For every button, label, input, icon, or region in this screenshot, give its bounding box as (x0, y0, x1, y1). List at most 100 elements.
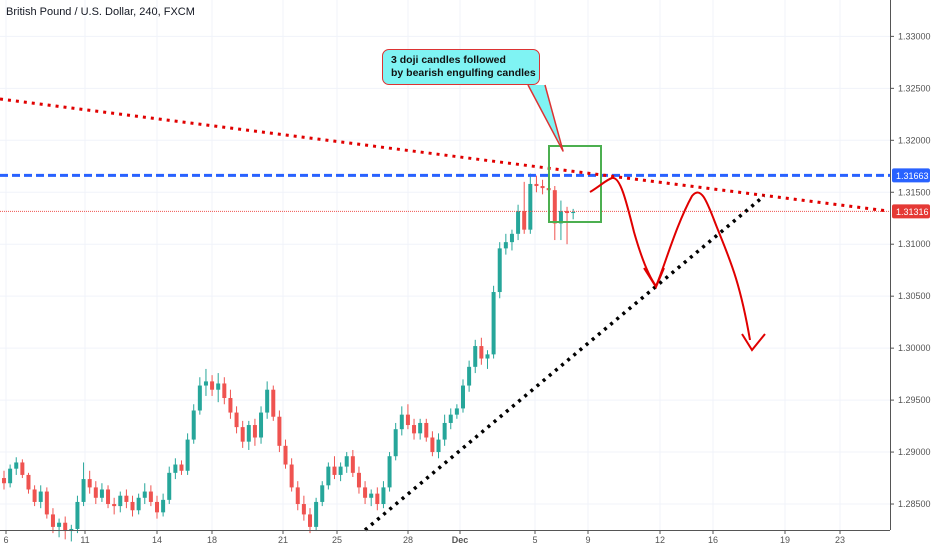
price-tick-label: 1.32000 (898, 135, 931, 145)
candle-body (38, 491, 43, 502)
candle-body (252, 425, 257, 438)
candle-body (479, 346, 484, 359)
candle-body (534, 183, 539, 187)
annotation-line-2: by bearish engulfing candles (391, 67, 536, 79)
candle (308, 508, 312, 534)
candle (381, 481, 386, 509)
candle (479, 337, 484, 365)
candle-body (93, 487, 98, 498)
candle (522, 181, 527, 234)
candle (540, 179, 545, 195)
candle (301, 495, 306, 521)
candle (534, 175, 539, 193)
candle-body (381, 487, 386, 505)
candle-body (50, 514, 55, 527)
candle-body (461, 385, 465, 409)
candle (326, 462, 331, 490)
candle (491, 285, 496, 359)
candle (418, 418, 423, 440)
candle-body (393, 429, 398, 457)
price-tick-label: 1.29500 (898, 395, 931, 405)
price-axis[interactable]: 1.28500 1.29000 1.29500 1.30000 1.30500 1.310… (890, 0, 932, 550)
candle-body (552, 190, 557, 224)
candle (155, 495, 159, 519)
candle (344, 452, 349, 473)
candle-body (222, 383, 227, 399)
time-tick-label: 5 (532, 535, 537, 545)
candle (467, 360, 472, 392)
candle-body (265, 389, 270, 413)
candle-body (136, 497, 141, 511)
candle-body (124, 495, 129, 502)
candle (118, 491, 123, 513)
candle-body (173, 464, 178, 473)
candle (558, 200, 563, 241)
time-tick-label: 25 (332, 535, 342, 545)
candle (222, 377, 227, 405)
candle (412, 418, 417, 440)
candle-body (356, 472, 361, 488)
chart-title: British Pound / U.S. Dollar, 240, FXCM (6, 6, 195, 18)
candle (191, 404, 196, 444)
time-tick-label: 6 (3, 535, 8, 545)
time-tick-label: 11 (80, 535, 89, 545)
candle (246, 420, 251, 450)
down-trendline (0, 97, 889, 213)
price-tick-label: 1.28500 (898, 499, 931, 509)
candle-body (32, 489, 37, 502)
candle-body (418, 422, 423, 434)
candle-body (283, 445, 288, 465)
candle-body (503, 242, 508, 249)
candle (503, 233, 508, 255)
candle-body (540, 186, 545, 189)
candle (14, 457, 19, 475)
candle (461, 379, 465, 413)
candle (240, 420, 245, 448)
candle-body (448, 414, 453, 423)
candle-body (430, 437, 435, 453)
candle (136, 493, 141, 515)
candle (20, 459, 25, 479)
candle-body (436, 439, 441, 453)
last-price-label: 1.31316 (892, 204, 930, 219)
candle (99, 483, 104, 502)
candle (203, 368, 208, 396)
candle-body (558, 210, 563, 224)
candle-body (240, 427, 245, 442)
candle (252, 418, 257, 446)
candle-body (118, 495, 123, 507)
candle-body (491, 292, 496, 355)
candle (271, 385, 276, 421)
price-label-bg (892, 204, 930, 219)
price-tick-label: 1.31500 (898, 187, 931, 197)
candle-body (112, 504, 117, 507)
candle-body (246, 425, 251, 442)
candle (387, 452, 392, 492)
candle-body (197, 385, 202, 411)
candle-body (44, 491, 49, 515)
candle-body (87, 479, 92, 488)
candle-body (289, 464, 294, 488)
candle (399, 406, 404, 436)
candle (393, 422, 398, 461)
candle (283, 439, 288, 469)
candle-body (130, 501, 135, 511)
annotation-callout[interactable]: 3 doji candles followed by bearish engul… (382, 49, 540, 85)
time-axis[interactable]: 6 11 14 18 21 25 28 Dec 5 9 12 16 19 23 (0, 530, 890, 545)
candle (69, 524, 74, 542)
time-tick-label: 14 (152, 535, 162, 545)
candle (424, 418, 429, 442)
candle-body (75, 501, 80, 529)
candle-body (375, 493, 380, 505)
candle-body (81, 479, 86, 502)
candle (356, 466, 361, 494)
candle-body (467, 366, 472, 386)
candle (75, 495, 80, 534)
candle-body (142, 491, 147, 498)
candle-body (424, 422, 429, 438)
candle-body (565, 210, 570, 214)
candle-body (259, 412, 264, 438)
candle-body (442, 422, 447, 440)
candle-body (350, 456, 355, 473)
